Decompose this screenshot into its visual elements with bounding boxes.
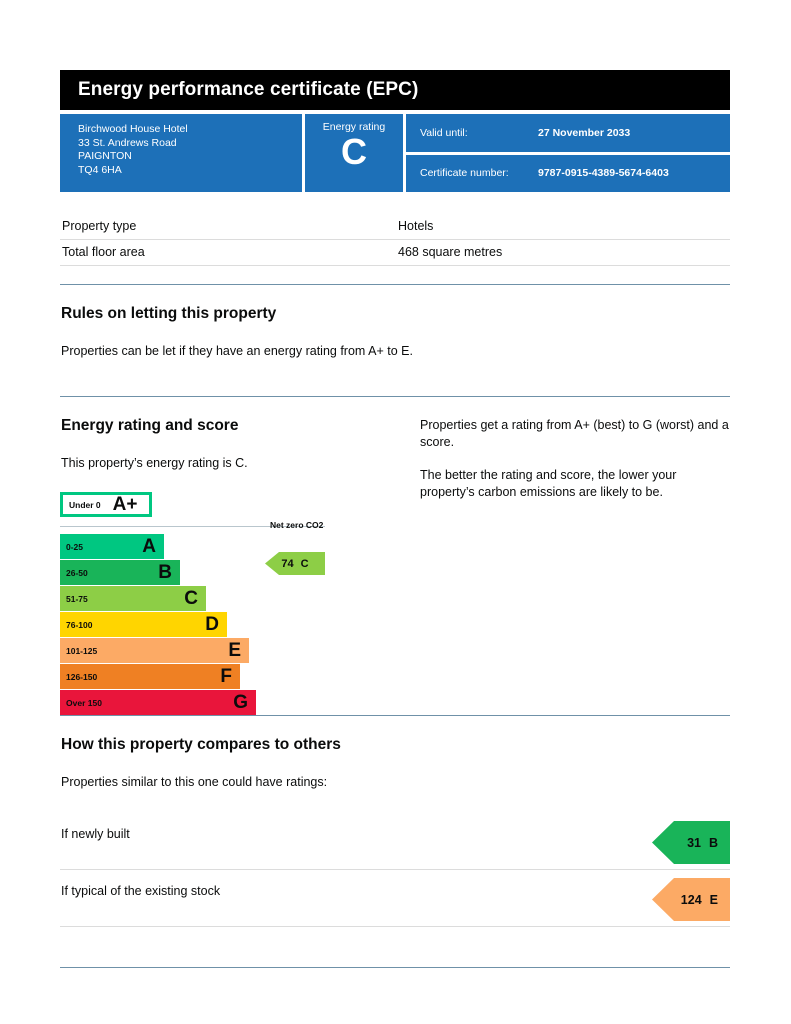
net-zero-label: Net zero CO2 — [270, 520, 324, 530]
band-range-a: 0-25 — [66, 541, 84, 552]
compare-label-newly-built: If newly built — [61, 827, 130, 841]
current-rating-grade: C — [300, 557, 309, 570]
rating-explainer-2: The better the rating and score, the low… — [420, 468, 677, 499]
section-divider — [60, 967, 730, 968]
band-letter-g: G — [233, 692, 248, 713]
rating-band-g: Over 150 G — [60, 690, 256, 715]
band-letter-f: F — [220, 666, 232, 687]
band-letter-c: C — [184, 588, 198, 609]
energy-rating-intro: This property’s energy rating is C. — [61, 456, 248, 470]
address-line-3: PAIGNTON — [78, 150, 132, 162]
rating-band-a-plus: Under 0 A+ — [60, 492, 152, 517]
valid-until-row: Valid until: 27 November 2033 — [406, 114, 730, 152]
document-title-bar: Energy performance certificate (EPC) — [60, 70, 730, 110]
energy-rating-label: Energy rating — [322, 121, 386, 133]
compare-intro: Properties similar to this one could hav… — [61, 775, 328, 789]
total-floor-area-value: 468 square metres — [398, 245, 503, 259]
compare-row-existing-stock: If typical of the existing stock 124 E — [60, 870, 730, 927]
letting-rules-heading: Rules on letting this property — [61, 305, 277, 322]
energy-rating-left-column: Energy rating and score This property’s … — [60, 397, 420, 715]
current-rating-badge: 74 C — [265, 552, 325, 575]
band-range-c: 51-75 — [66, 593, 88, 604]
band-letter-a-plus: A+ — [112, 494, 138, 515]
total-floor-area-label: Total floor area — [62, 245, 145, 259]
property-details-table: Property type Hotels Total floor area 46… — [60, 214, 730, 266]
certificate-number-row: Certificate number: 9787-0915-4389-5674-… — [406, 154, 730, 192]
net-zero-co2-marker: Net zero CO2 — [60, 520, 325, 530]
epc-rating-graph: Under 0 A+ Net zero CO2 0-25 A 26-50 — [60, 492, 420, 715]
compare-heading: How this property compares to others — [61, 736, 341, 753]
property-type-value: Hotels — [398, 219, 434, 233]
compare-table: If newly built 31 B If typical of the ex… — [60, 813, 730, 927]
valid-until-label: Valid until: — [420, 126, 468, 139]
band-range-d: 76-100 — [66, 619, 93, 630]
band-range-f: 126-150 — [66, 671, 98, 682]
address-postcode: TQ4 6HA — [78, 163, 122, 176]
section-divider — [60, 284, 730, 285]
band-letter-d: D — [205, 614, 219, 635]
compare-grade-existing-stock: E — [709, 892, 718, 907]
section-divider — [60, 715, 730, 716]
rating-band-e: 101-125 E — [60, 638, 249, 663]
compare-label-existing-stock: If typical of the existing stock — [61, 884, 221, 898]
epc-document: Energy performance certificate (EPC) Bir… — [60, 0, 730, 968]
compare-badge-newly-built: 31 B — [652, 821, 730, 864]
band-letter-b: B — [158, 562, 172, 583]
energy-rating-heading: Energy rating and score — [61, 417, 239, 434]
band-range-e: 101-125 — [66, 645, 98, 656]
table-row: Property type Hotels — [60, 214, 730, 240]
compare-badge-existing-stock: 124 E — [652, 878, 730, 921]
energy-rating-right-column: Properties get a rating from A+ (best) t… — [420, 397, 730, 697]
letting-rules-body: Properties can be let if they have an en… — [61, 344, 413, 358]
certificate-summary: Birchwood House Hotel 33 St. Andrews Roa… — [60, 114, 730, 192]
compare-score-existing-stock: 124 — [680, 892, 702, 907]
compare-row-newly-built: If newly built 31 B — [60, 813, 730, 870]
rating-band-f: 126-150 F — [60, 664, 240, 689]
band-range-a-plus: Under 0 — [69, 499, 101, 510]
valid-until-value: 27 November 2033 — [538, 126, 631, 139]
energy-rating-section: Energy rating and score This property’s … — [60, 397, 730, 715]
certificate-meta: Valid until: 27 November 2033 Certificat… — [406, 114, 730, 192]
certificate-number-label: Certificate number: — [420, 167, 509, 180]
property-address: Birchwood House Hotel 33 St. Andrews Roa… — [60, 114, 302, 192]
rating-explainer-1: Properties get a rating from A+ (best) t… — [420, 418, 729, 449]
band-letter-a: A — [142, 536, 156, 557]
rating-band-b: 26-50 B — [60, 560, 180, 585]
compare-grade-newly-built: B — [708, 835, 718, 850]
band-range-g: Over 150 — [66, 697, 102, 708]
rating-band-a: 0-25 A — [60, 534, 164, 559]
net-zero-line — [60, 526, 325, 527]
rating-band-d: 76-100 D — [60, 612, 227, 637]
energy-rating-grade: C — [341, 131, 367, 172]
section-divider — [60, 396, 730, 397]
address-line-1: Birchwood House Hotel — [78, 123, 188, 135]
band-letter-e: E — [228, 640, 241, 661]
rating-bands: 0-25 A 26-50 B 51-75 C 76-100 D — [60, 534, 420, 716]
address-line-2: 33 St. Andrews Road — [78, 136, 177, 149]
compare-score-newly-built: 31 — [687, 835, 701, 850]
property-type-label: Property type — [62, 219, 137, 233]
energy-rating-summary: Energy rating C — [305, 114, 403, 192]
table-row: Total floor area 468 square metres — [60, 240, 730, 266]
band-range-b: 26-50 — [66, 567, 88, 578]
rating-band-c: 51-75 C — [60, 586, 206, 611]
page-title: Energy performance certificate (EPC) — [78, 79, 419, 100]
certificate-number-value: 9787-0915-4389-5674-6403 — [538, 167, 669, 180]
current-rating-score: 74 — [281, 557, 294, 570]
